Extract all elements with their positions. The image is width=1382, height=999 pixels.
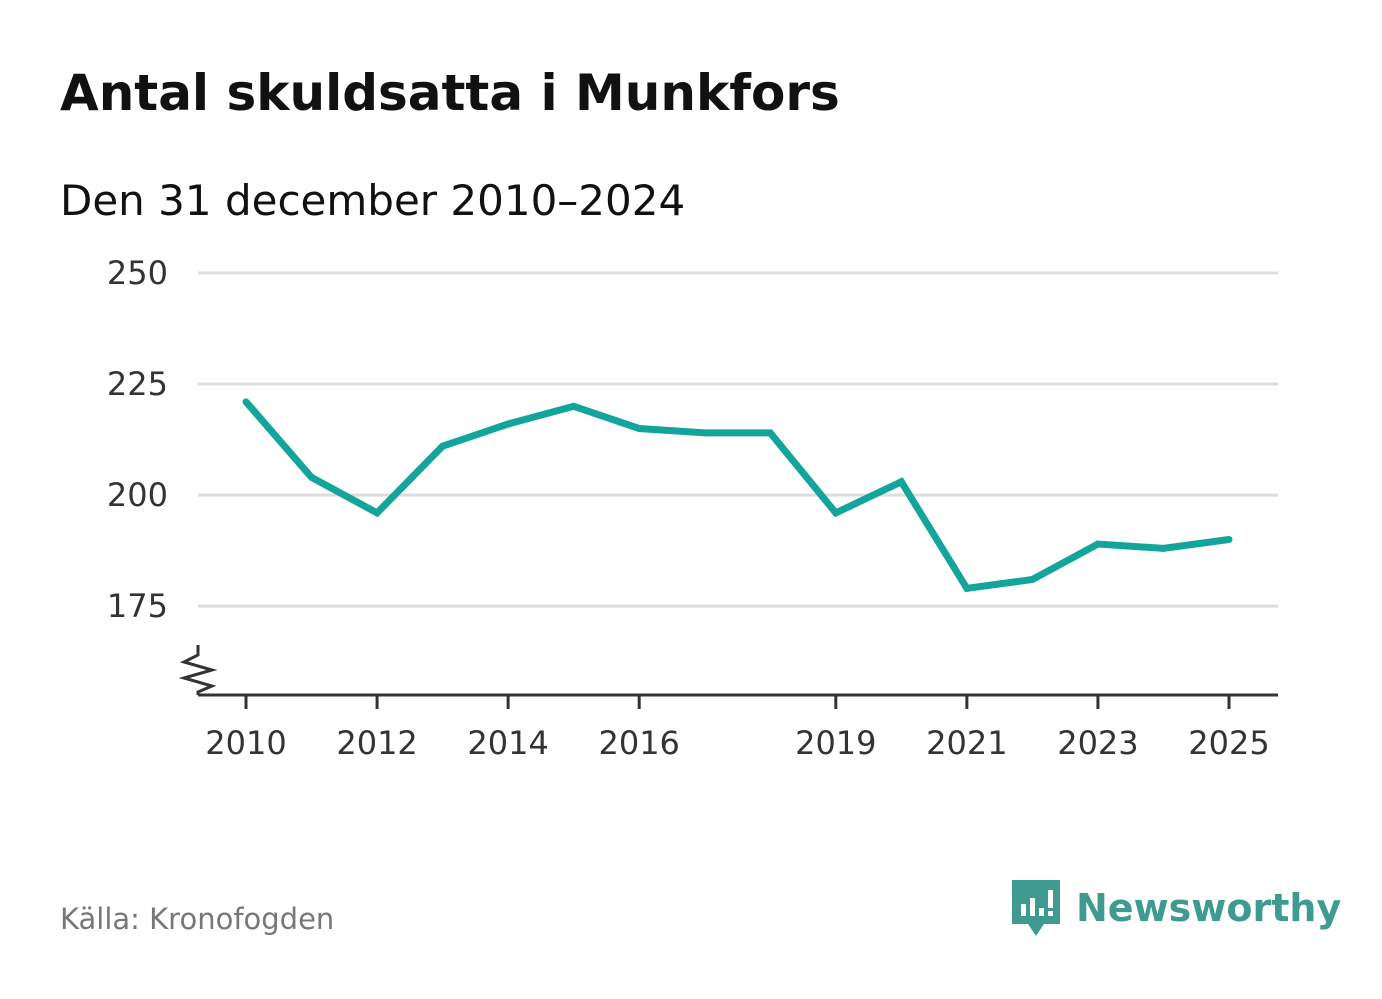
newsworthy-logo-icon	[1012, 880, 1060, 936]
data-point	[308, 473, 316, 481]
x-axis-ticks: 2010 2012 2014 2016 2019 2021 2023 2025	[205, 695, 1270, 762]
gridlines	[198, 271, 1278, 608]
x-tick-label: 2010	[205, 724, 286, 762]
y-tick-label: 175	[107, 587, 168, 625]
x-tick-label: 2014	[467, 724, 548, 762]
y-tick-label: 225	[107, 365, 168, 403]
data-point	[373, 509, 381, 517]
series-line	[243, 399, 1230, 593]
x-tick-label: 2025	[1188, 724, 1269, 762]
x-tick-label: 2012	[336, 724, 417, 762]
data-point	[1225, 536, 1233, 544]
x-tick-label: 2021	[926, 724, 1007, 762]
source-note: Källa: Kronofogden	[60, 902, 335, 936]
x-tick-label: 2019	[795, 724, 876, 762]
data-point	[832, 509, 840, 517]
axis-break-icon	[178, 645, 218, 695]
chart-subtitle: Den 31 december 2010–2024	[60, 176, 686, 225]
data-point	[504, 420, 512, 428]
y-axis-ticks: 250 225 200 175	[107, 254, 168, 625]
brand-name: Newsworthy	[1076, 886, 1342, 930]
data-point	[242, 398, 250, 406]
chart-title: Antal skuldsatta i Munkfors	[60, 64, 840, 122]
y-tick-label: 200	[107, 476, 168, 514]
y-tick-label: 250	[107, 254, 168, 292]
data-point	[1028, 576, 1036, 584]
data-series	[242, 398, 1233, 593]
data-point	[701, 429, 709, 437]
data-point	[963, 584, 971, 592]
x-axis	[178, 645, 1278, 697]
data-point	[439, 442, 447, 450]
x-tick-label: 2023	[1057, 724, 1138, 762]
data-point	[570, 402, 578, 410]
data-point	[766, 429, 774, 437]
data-point	[1094, 540, 1102, 548]
data-point	[1159, 544, 1167, 552]
brand-logo: Newsworthy	[1010, 878, 1341, 938]
x-tick-label: 2016	[598, 724, 679, 762]
data-point	[897, 478, 905, 486]
data-point	[635, 424, 643, 432]
